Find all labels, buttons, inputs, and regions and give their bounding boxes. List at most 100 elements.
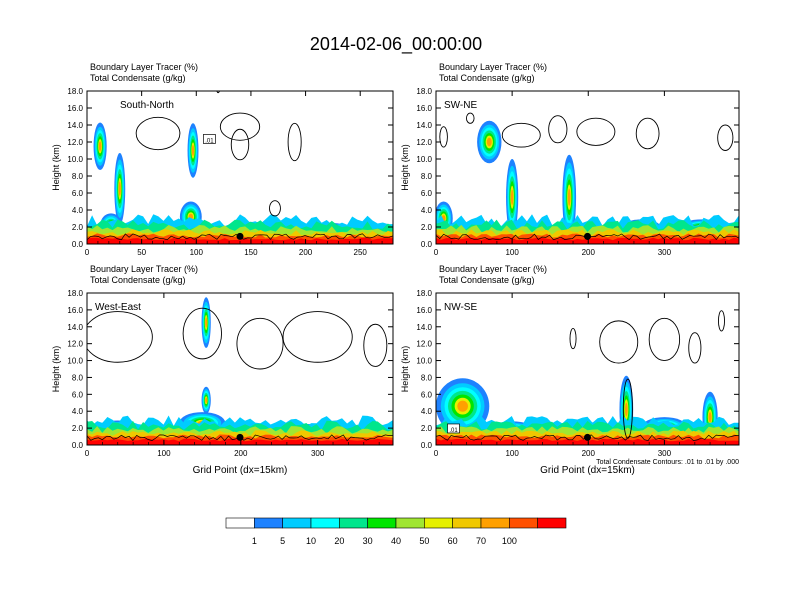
tracer-blob <box>486 137 492 147</box>
panel-variable-line: Total Condensate (g/kg) <box>90 73 186 83</box>
y-tick-label: 0.0 <box>421 240 433 249</box>
colorbar-swatch <box>537 517 567 529</box>
y-tick-label: 14.0 <box>67 121 83 130</box>
y-tick-label: 0.0 <box>72 441 84 450</box>
y-tick-label: 18.0 <box>67 87 83 96</box>
colorbar-swatch <box>254 517 283 529</box>
condensate-contour <box>287 122 302 162</box>
colorbar-label: 50 <box>419 536 429 546</box>
y-tick-label: 0.0 <box>72 240 84 249</box>
tracer-blob <box>457 400 468 412</box>
y-tick-label: 0.0 <box>421 441 433 450</box>
x-tick-label: 200 <box>582 248 596 257</box>
y-tick-label: 8.0 <box>72 172 84 181</box>
condensate-contour <box>236 317 284 370</box>
panel-1: 0.0 2.0 4.0 6.0 8.0 10.0 12.0 14.0 16.0 18.0 0 50 10… <box>51 62 394 257</box>
colorbar-label: 10 <box>306 536 316 546</box>
condensate-contour <box>282 311 353 363</box>
y-tick-label: 14.0 <box>416 121 432 130</box>
tracer-field <box>87 91 393 244</box>
colorbar-label: 1 <box>252 536 257 546</box>
tracer-blob <box>118 181 121 196</box>
panel-label: SW-NE <box>444 100 477 111</box>
colorbar-label: 100 <box>502 536 517 546</box>
y-tick-label: 10.0 <box>416 357 432 366</box>
y-tick-label: 18.0 <box>67 289 83 298</box>
condensate-contour <box>648 317 681 362</box>
x-tick-label: 250 <box>354 248 368 257</box>
y-tick-label: 8.0 <box>421 172 433 181</box>
y-tick-label: 14.0 <box>67 323 83 332</box>
colorbar-swatch <box>395 517 425 529</box>
colorbar-swatch <box>452 517 482 529</box>
y-tick-label: 2.0 <box>72 424 84 433</box>
y-tick-label: 6.0 <box>72 189 84 198</box>
y-tick-label: 4.0 <box>421 407 433 416</box>
y-tick-label: 14.0 <box>416 323 432 332</box>
location-marker <box>584 232 591 240</box>
x-tick-label: 300 <box>311 449 325 458</box>
contour-label-box <box>447 423 460 434</box>
condensate-contour <box>269 200 281 217</box>
condensate-contour <box>182 307 222 360</box>
condensate-contour <box>622 378 633 439</box>
condensate-contour <box>569 328 577 350</box>
x-tick-label: 300 <box>658 248 672 257</box>
colorbar-label: 70 <box>476 536 486 546</box>
tracer-field <box>436 91 739 244</box>
y-tick-label: 12.0 <box>67 340 83 349</box>
y-tick-label: 16.0 <box>416 104 432 113</box>
condensate-contour <box>439 126 448 148</box>
y-tick-label: 2.0 <box>421 424 433 433</box>
tracer-field <box>436 293 739 445</box>
x-tick-label: 100 <box>505 248 519 257</box>
panel-variable-line: Boundary Layer Tracer (%) <box>439 264 547 274</box>
colorbar-swatch <box>339 517 368 529</box>
y-axis-label: Height (km) <box>51 144 61 191</box>
y-tick-label: 6.0 <box>421 189 433 198</box>
panel-3: 0.0 2.0 4.0 6.0 8.0 10.0 12.0 14.0 16.0 18.0 0 100 2… <box>51 264 394 476</box>
panel-4: 0.0 2.0 4.0 6.0 8.0 10.0 12.0 14.0 16.0 18.0 0 100 2… <box>400 264 740 476</box>
location-marker <box>584 433 591 441</box>
contour-label-box <box>203 134 216 144</box>
y-tick-label: 18.0 <box>416 289 432 298</box>
plot-frame <box>435 90 740 245</box>
x-tick-label: 0 <box>85 248 90 257</box>
x-tick-label: 200 <box>234 449 248 458</box>
y-tick-label: 4.0 <box>421 206 433 215</box>
tracer-blob <box>191 145 195 156</box>
x-tick-label: 100 <box>190 248 204 257</box>
x-tick-label: 0 <box>434 248 439 257</box>
y-tick-label: 16.0 <box>416 306 432 315</box>
colorbar-swatch <box>282 517 312 529</box>
colorbar: 1 5 10 20 30 40 50 60 70 100 <box>225 517 567 546</box>
condensate-contour <box>576 117 616 146</box>
chart-title: 2014-02-06_00:00:00 <box>310 34 482 55</box>
panel-variable-line: Boundary Layer Tracer (%) <box>90 264 198 274</box>
y-tick-label: 12.0 <box>416 340 432 349</box>
tracer-blob <box>510 189 514 205</box>
y-tick-label: 2.0 <box>72 223 84 232</box>
x-tick-label: 300 <box>658 449 672 458</box>
tracer-blob <box>567 188 571 206</box>
y-tick-label: 18.0 <box>416 87 432 96</box>
panel-label: South-North <box>120 100 174 111</box>
plot-frame <box>86 292 394 446</box>
x-tick-label: 200 <box>582 449 596 458</box>
condensate-contour <box>717 310 725 332</box>
x-tick-label: 0 <box>434 449 439 458</box>
condensate-contour <box>599 320 639 364</box>
panel-variable-line: Boundary Layer Tracer (%) <box>439 62 547 72</box>
panel-label: West-East <box>95 302 141 313</box>
plot-frame <box>435 292 740 446</box>
condensate-contour <box>466 112 475 124</box>
y-tick-label: 8.0 <box>72 373 84 382</box>
colorbar-swatch <box>367 517 397 529</box>
y-axis-label: Height (km) <box>400 144 410 191</box>
y-axis-label: Height (km) <box>400 346 410 393</box>
y-tick-label: 6.0 <box>72 390 84 399</box>
y-tick-label: 10.0 <box>67 155 83 164</box>
tracer-blob <box>205 317 208 328</box>
condensate-contour <box>548 115 568 144</box>
